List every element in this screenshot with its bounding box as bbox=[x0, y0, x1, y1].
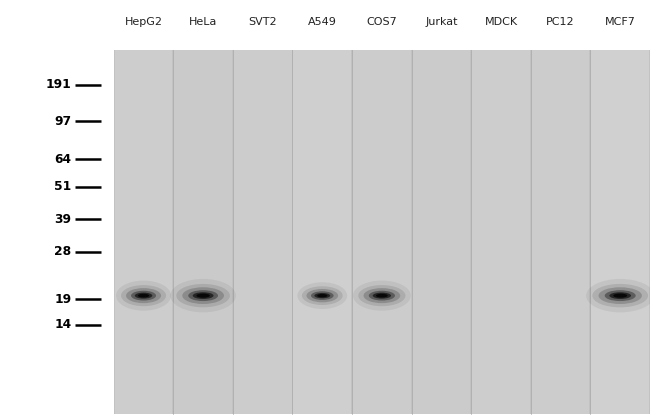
Ellipse shape bbox=[188, 290, 218, 301]
Text: SVT2: SVT2 bbox=[248, 17, 277, 27]
Text: 191: 191 bbox=[46, 78, 72, 91]
Ellipse shape bbox=[315, 293, 330, 298]
Ellipse shape bbox=[298, 282, 347, 309]
Ellipse shape bbox=[363, 288, 400, 303]
Text: MDCK: MDCK bbox=[484, 17, 517, 27]
Ellipse shape bbox=[176, 284, 230, 307]
Ellipse shape bbox=[135, 293, 152, 298]
Bar bbox=[114, 50, 172, 414]
Ellipse shape bbox=[317, 294, 328, 297]
Ellipse shape bbox=[196, 293, 210, 298]
Text: MCF7: MCF7 bbox=[604, 17, 636, 27]
Bar bbox=[353, 50, 411, 414]
Ellipse shape bbox=[592, 284, 648, 307]
Text: 19: 19 bbox=[55, 293, 72, 306]
Ellipse shape bbox=[358, 285, 406, 306]
Ellipse shape bbox=[353, 280, 411, 311]
Bar bbox=[472, 50, 530, 414]
Text: HepG2: HepG2 bbox=[125, 17, 162, 27]
Ellipse shape bbox=[138, 294, 149, 298]
Text: A549: A549 bbox=[308, 17, 337, 27]
Ellipse shape bbox=[121, 285, 166, 306]
Text: HeLa: HeLa bbox=[189, 17, 217, 27]
Bar bbox=[532, 50, 590, 414]
Ellipse shape bbox=[126, 288, 161, 303]
Bar bbox=[592, 50, 649, 414]
Bar bbox=[174, 50, 232, 414]
Ellipse shape bbox=[609, 292, 631, 299]
Text: COS7: COS7 bbox=[367, 17, 397, 27]
Bar bbox=[234, 50, 291, 414]
Ellipse shape bbox=[311, 291, 333, 300]
Text: PC12: PC12 bbox=[546, 17, 575, 27]
Ellipse shape bbox=[306, 289, 338, 302]
Ellipse shape bbox=[170, 279, 236, 312]
Text: 39: 39 bbox=[55, 213, 72, 226]
Text: 97: 97 bbox=[55, 115, 72, 127]
Bar bbox=[114, 50, 650, 414]
Ellipse shape bbox=[182, 287, 224, 304]
Ellipse shape bbox=[302, 286, 343, 305]
Ellipse shape bbox=[604, 290, 636, 301]
Text: 28: 28 bbox=[55, 245, 72, 258]
Text: 14: 14 bbox=[55, 318, 72, 331]
Text: 51: 51 bbox=[54, 180, 72, 193]
Ellipse shape bbox=[376, 294, 388, 298]
Text: Jurkat: Jurkat bbox=[425, 17, 458, 27]
Ellipse shape bbox=[192, 292, 214, 299]
Ellipse shape bbox=[599, 287, 642, 304]
Ellipse shape bbox=[116, 280, 171, 311]
Text: 64: 64 bbox=[55, 153, 72, 166]
Ellipse shape bbox=[372, 293, 391, 298]
Ellipse shape bbox=[613, 293, 627, 298]
Bar bbox=[413, 50, 470, 414]
Ellipse shape bbox=[131, 291, 156, 301]
Ellipse shape bbox=[369, 291, 395, 301]
Ellipse shape bbox=[586, 279, 650, 312]
Bar bbox=[293, 50, 351, 414]
